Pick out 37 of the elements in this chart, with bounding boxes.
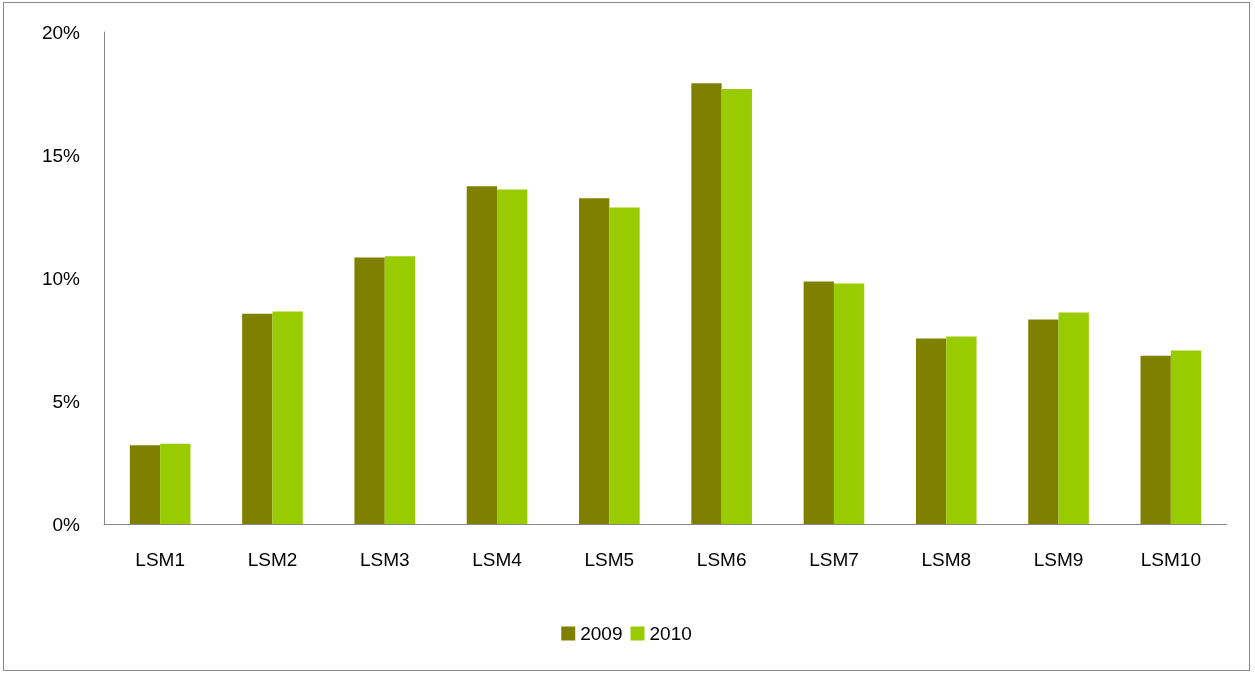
x-tick-label: LSM1 (135, 549, 185, 570)
bar (1170, 350, 1202, 524)
x-tick-label: LSM6 (696, 549, 747, 570)
bar (579, 198, 610, 524)
legend-label: 2010 (649, 623, 692, 644)
bar (384, 256, 416, 524)
bar (833, 283, 865, 524)
bar (609, 207, 640, 524)
bar (466, 186, 498, 524)
y-tick-label: 0% (52, 513, 81, 535)
y-tick-label: 5% (52, 390, 81, 412)
bar (354, 257, 385, 524)
bar (691, 83, 722, 524)
bar (242, 313, 273, 524)
bar (1058, 312, 1089, 524)
bar (1028, 319, 1059, 524)
bar (1140, 355, 1171, 524)
y-tick-label: 15% (41, 144, 81, 166)
x-tick-label: LSM8 (921, 549, 972, 570)
legend-label: 2009 (580, 623, 623, 644)
bar (160, 443, 191, 524)
bar (946, 336, 977, 524)
bar (129, 445, 161, 524)
x-tick-label: LSM9 (1033, 549, 1084, 570)
x-tick-label: LSM4 (472, 549, 523, 570)
x-tick-label: LSM2 (247, 549, 298, 570)
bar (721, 89, 752, 524)
x-tick-label: LSM7 (809, 549, 859, 570)
bar (915, 338, 947, 524)
x-tick-label: LSM3 (359, 549, 410, 570)
bar (272, 311, 303, 524)
x-tick-label: LSM5 (584, 549, 635, 570)
bar (803, 281, 834, 524)
x-tick-label: LSM10 (1140, 549, 1201, 570)
y-tick-label: 10% (41, 267, 81, 289)
y-tick-label: 20% (41, 21, 81, 43)
bar (497, 189, 528, 524)
